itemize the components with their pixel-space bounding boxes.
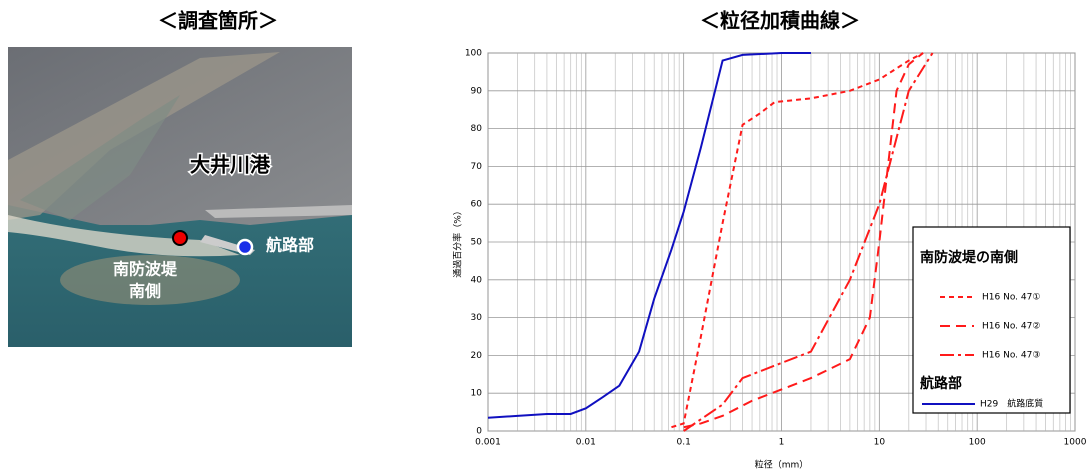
x-tick-label: 10 <box>874 438 886 448</box>
y-tick-label: 40 <box>471 275 483 285</box>
chart-title: ＜粒径加積曲線＞ <box>700 9 860 33</box>
series-line <box>683 52 924 429</box>
photo-title: ＜調査箇所＞ <box>158 9 278 33</box>
y-tick-label: 30 <box>471 313 483 323</box>
x-tick-label: 0.1 <box>677 438 691 448</box>
y-tick-label: 10 <box>471 389 483 399</box>
breakwater-label: 南側 <box>129 282 161 301</box>
legend-label: H16 No. 47③ <box>982 351 1040 361</box>
aerial-photo <box>8 47 352 347</box>
y-tick-label: 20 <box>471 351 483 361</box>
legend-title: 航路部 <box>920 375 962 392</box>
legend-title: 南防波堤の南側 <box>920 249 1018 266</box>
x-tick-label: 1000 <box>1064 438 1087 448</box>
y-axis-label: 通過百分率（%） <box>452 206 464 278</box>
legend-label: H16 No. 47② <box>982 322 1040 332</box>
y-tick-label: 50 <box>471 238 483 248</box>
x-tick-label: 0.01 <box>576 438 596 448</box>
channel-marker <box>236 238 254 256</box>
x-axis-label: 粒径（mm） <box>755 459 809 471</box>
y-tick-label: 0 <box>476 427 482 437</box>
series-line <box>488 52 811 419</box>
x-tick-label: 0.001 <box>475 438 501 448</box>
port-label: 大井川港 <box>190 153 271 177</box>
x-tick-label: 100 <box>969 438 986 448</box>
y-tick-label: 60 <box>471 200 483 210</box>
legend-box <box>912 226 1071 414</box>
y-tick-label: 100 <box>465 49 482 59</box>
series-line <box>671 52 924 429</box>
y-tick-label: 90 <box>471 86 483 96</box>
legend-label: H29 航路底質 <box>980 398 1043 410</box>
breakwater-label: 南防波堤 <box>113 260 178 279</box>
y-tick-label: 70 <box>471 162 483 172</box>
series-line <box>683 52 934 432</box>
breakwater-marker <box>172 230 188 246</box>
chart: 0 10 20 30 40 50 60 70 80 90 100 0.001 0.01 0.1 1 10 100… <box>452 49 1087 471</box>
y-tick-label: 80 <box>471 124 483 134</box>
channel-label: 航路部 <box>266 236 314 255</box>
x-tick-label: 1 <box>779 438 785 448</box>
legend-label: H16 No. 47① <box>982 293 1040 303</box>
